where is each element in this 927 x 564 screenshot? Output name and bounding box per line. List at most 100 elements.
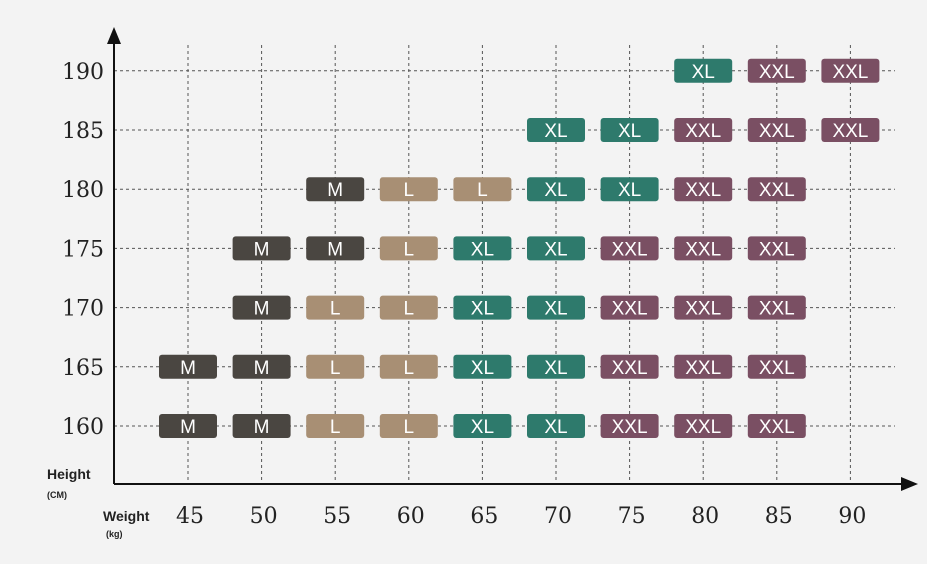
size-cell: XXL	[821, 58, 880, 83]
size-cell-box	[600, 236, 659, 261]
size-cell-label: L	[404, 358, 415, 379]
size-cell-box	[600, 295, 659, 320]
size-cell-box	[527, 295, 585, 320]
y-tick-label: 185	[62, 119, 104, 144]
y-tick-label: 165	[62, 356, 104, 381]
x-tick-label: 55	[323, 504, 351, 529]
size-cell-box	[600, 414, 659, 438]
size-cell-label: L	[477, 180, 488, 201]
size-cell-label: XXL	[759, 417, 795, 438]
size-cell: XXL	[821, 118, 880, 142]
size-cell-label: XL	[618, 121, 641, 142]
size-cell: L	[306, 414, 365, 438]
size-cell: M	[159, 414, 217, 438]
size-cell: XL	[453, 295, 512, 320]
size-cell-label: XXL	[612, 239, 648, 260]
size-cell: M	[232, 295, 291, 320]
y-tick-labels: 160 165 170 175 180 185 190	[62, 60, 104, 440]
size-cell: L	[306, 295, 365, 320]
size-cell-label: XXL	[759, 180, 795, 201]
size-cell-label: XXL	[832, 121, 868, 142]
x-tick-label: 90	[838, 504, 866, 529]
size-cell-box	[674, 58, 733, 83]
size-cell-box	[600, 118, 659, 142]
size-cell-label: XXL	[685, 358, 721, 379]
size-cell-label: XXL	[759, 239, 795, 260]
size-cell-box	[306, 295, 365, 320]
size-cell: XXL	[747, 236, 806, 261]
size-cell-box	[747, 295, 806, 320]
size-cell-label: XXL	[612, 299, 648, 320]
size-cell: XXL	[674, 236, 733, 261]
size-cell-box	[674, 354, 733, 379]
x-tick-label: 45	[176, 504, 204, 529]
x-tick-label: 65	[470, 504, 498, 529]
size-cell-box	[379, 414, 438, 438]
size-cell-label: L	[404, 180, 415, 201]
size-cell: XXL	[674, 295, 733, 320]
size-cell-box	[674, 295, 733, 320]
x-axis-title: Weight	[103, 508, 150, 524]
size-cell: XL	[527, 236, 585, 261]
size-cell-label: XXL	[832, 62, 868, 83]
size-cell-box	[379, 236, 438, 261]
size-cell: L	[379, 414, 438, 438]
size-cell-label: M	[254, 299, 270, 320]
size-cell-box	[600, 354, 659, 379]
size-cell-box	[527, 177, 585, 202]
size-cell-label: L	[404, 299, 415, 320]
size-cell: XXL	[747, 414, 806, 438]
size-cell-box	[527, 236, 585, 261]
size-cell-label: XL	[544, 121, 567, 142]
size-cell-label: XXL	[685, 180, 721, 201]
x-tick-label: 80	[691, 504, 719, 529]
axes	[107, 27, 918, 491]
size-cell-box	[379, 295, 438, 320]
size-cell: L	[453, 177, 512, 202]
size-cell: L	[379, 177, 438, 202]
size-cell-label: XL	[544, 180, 567, 201]
size-cell: XL	[453, 414, 512, 438]
size-cell: XXL	[674, 414, 733, 438]
size-cell-label: M	[254, 239, 270, 260]
size-cell-label: XL	[544, 299, 567, 320]
size-cell-label: L	[404, 417, 415, 438]
size-cell: XL	[527, 414, 585, 438]
size-cell: XL	[453, 236, 512, 261]
size-cell-label: L	[404, 239, 415, 260]
x-tick-label: 50	[250, 504, 278, 529]
size-cell-box	[379, 354, 438, 379]
size-cell-label: M	[254, 417, 270, 438]
size-cell: XXL	[600, 414, 659, 438]
size-cell-box	[453, 414, 512, 438]
size-cell: XL	[600, 177, 659, 202]
size-cell-label: M	[180, 417, 196, 438]
size-cell-box	[821, 58, 880, 83]
x-axis-unit: (kg)	[106, 529, 123, 539]
x-tick-label: 85	[765, 504, 793, 529]
size-cell-box	[306, 177, 365, 202]
size-cell-label: XL	[471, 358, 494, 379]
x-axis-arrow-icon	[901, 477, 918, 491]
size-cell: L	[379, 295, 438, 320]
y-axis-title: Height	[47, 466, 91, 482]
size-cell-label: L	[330, 358, 341, 379]
size-cell-label: XXL	[685, 121, 721, 142]
size-cell-box	[747, 118, 806, 142]
size-cell-label: XL	[471, 417, 494, 438]
size-cell: M	[232, 354, 291, 379]
size-cell-label: XL	[544, 239, 567, 260]
size-cell-box	[159, 354, 217, 379]
size-cell-label: XXL	[612, 358, 648, 379]
size-cell-label: XXL	[685, 299, 721, 320]
size-cells: M M L L XL XL XXL XXL XXL M M L L XL XL XXL XXL XXL M L L XL X…	[159, 58, 880, 438]
size-cell-label: M	[327, 180, 343, 201]
size-cell-box	[527, 354, 585, 379]
y-axis-arrow-icon	[107, 27, 121, 44]
size-cell-label: M	[180, 358, 196, 379]
size-cell: XXL	[600, 295, 659, 320]
x-tick-labels: 45 50 55 60 65 70 75 80 85 90	[176, 504, 866, 529]
size-cell-box	[453, 295, 512, 320]
size-cell: M	[306, 177, 365, 202]
size-cell-box	[674, 177, 733, 202]
